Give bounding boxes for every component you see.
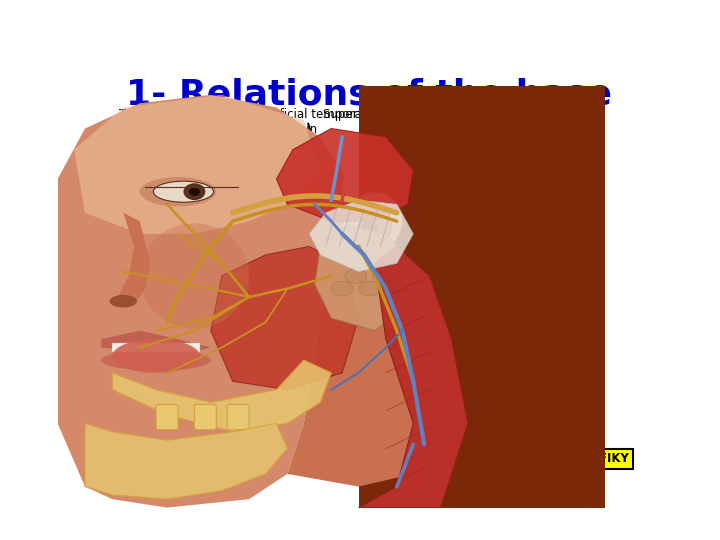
Polygon shape [315, 225, 413, 330]
Polygon shape [58, 95, 348, 508]
Polygon shape [112, 343, 200, 352]
Polygon shape [211, 246, 359, 390]
Ellipse shape [109, 295, 137, 307]
Polygon shape [74, 95, 320, 234]
Ellipse shape [102, 350, 211, 370]
Ellipse shape [153, 181, 214, 202]
Ellipse shape [345, 268, 366, 284]
Ellipse shape [359, 281, 380, 296]
Polygon shape [102, 330, 211, 356]
Text: MOHAMED EL FIKY: MOHAMED EL FIKY [505, 453, 629, 465]
Ellipse shape [112, 339, 200, 373]
Text: Temporal branch of
facial nerve: Temporal branch of facial nerve [120, 109, 233, 137]
FancyBboxPatch shape [156, 404, 178, 430]
Circle shape [189, 187, 200, 196]
Circle shape [184, 183, 205, 200]
Ellipse shape [386, 281, 408, 296]
Ellipse shape [331, 281, 353, 296]
Polygon shape [287, 234, 430, 487]
Ellipse shape [140, 223, 249, 328]
FancyBboxPatch shape [194, 404, 216, 430]
Ellipse shape [348, 192, 402, 251]
Polygon shape [359, 86, 605, 508]
Text: Auricultemporal
nerve: Auricultemporal nerve [472, 109, 567, 137]
Text: Superficial temporal
vein: Superficial temporal vein [245, 109, 365, 137]
Polygon shape [310, 200, 413, 272]
Ellipse shape [359, 206, 392, 244]
Ellipse shape [361, 221, 378, 238]
Ellipse shape [140, 177, 216, 206]
Polygon shape [359, 246, 468, 508]
Text: 1- Relations of the base: 1- Relations of the base [126, 77, 612, 111]
Polygon shape [112, 213, 150, 306]
Polygon shape [85, 423, 287, 499]
Polygon shape [112, 360, 331, 432]
Text: Superficial temporal
artery: Superficial temporal artery [323, 109, 443, 137]
Polygon shape [276, 129, 413, 221]
Ellipse shape [372, 268, 394, 284]
FancyBboxPatch shape [228, 404, 249, 430]
